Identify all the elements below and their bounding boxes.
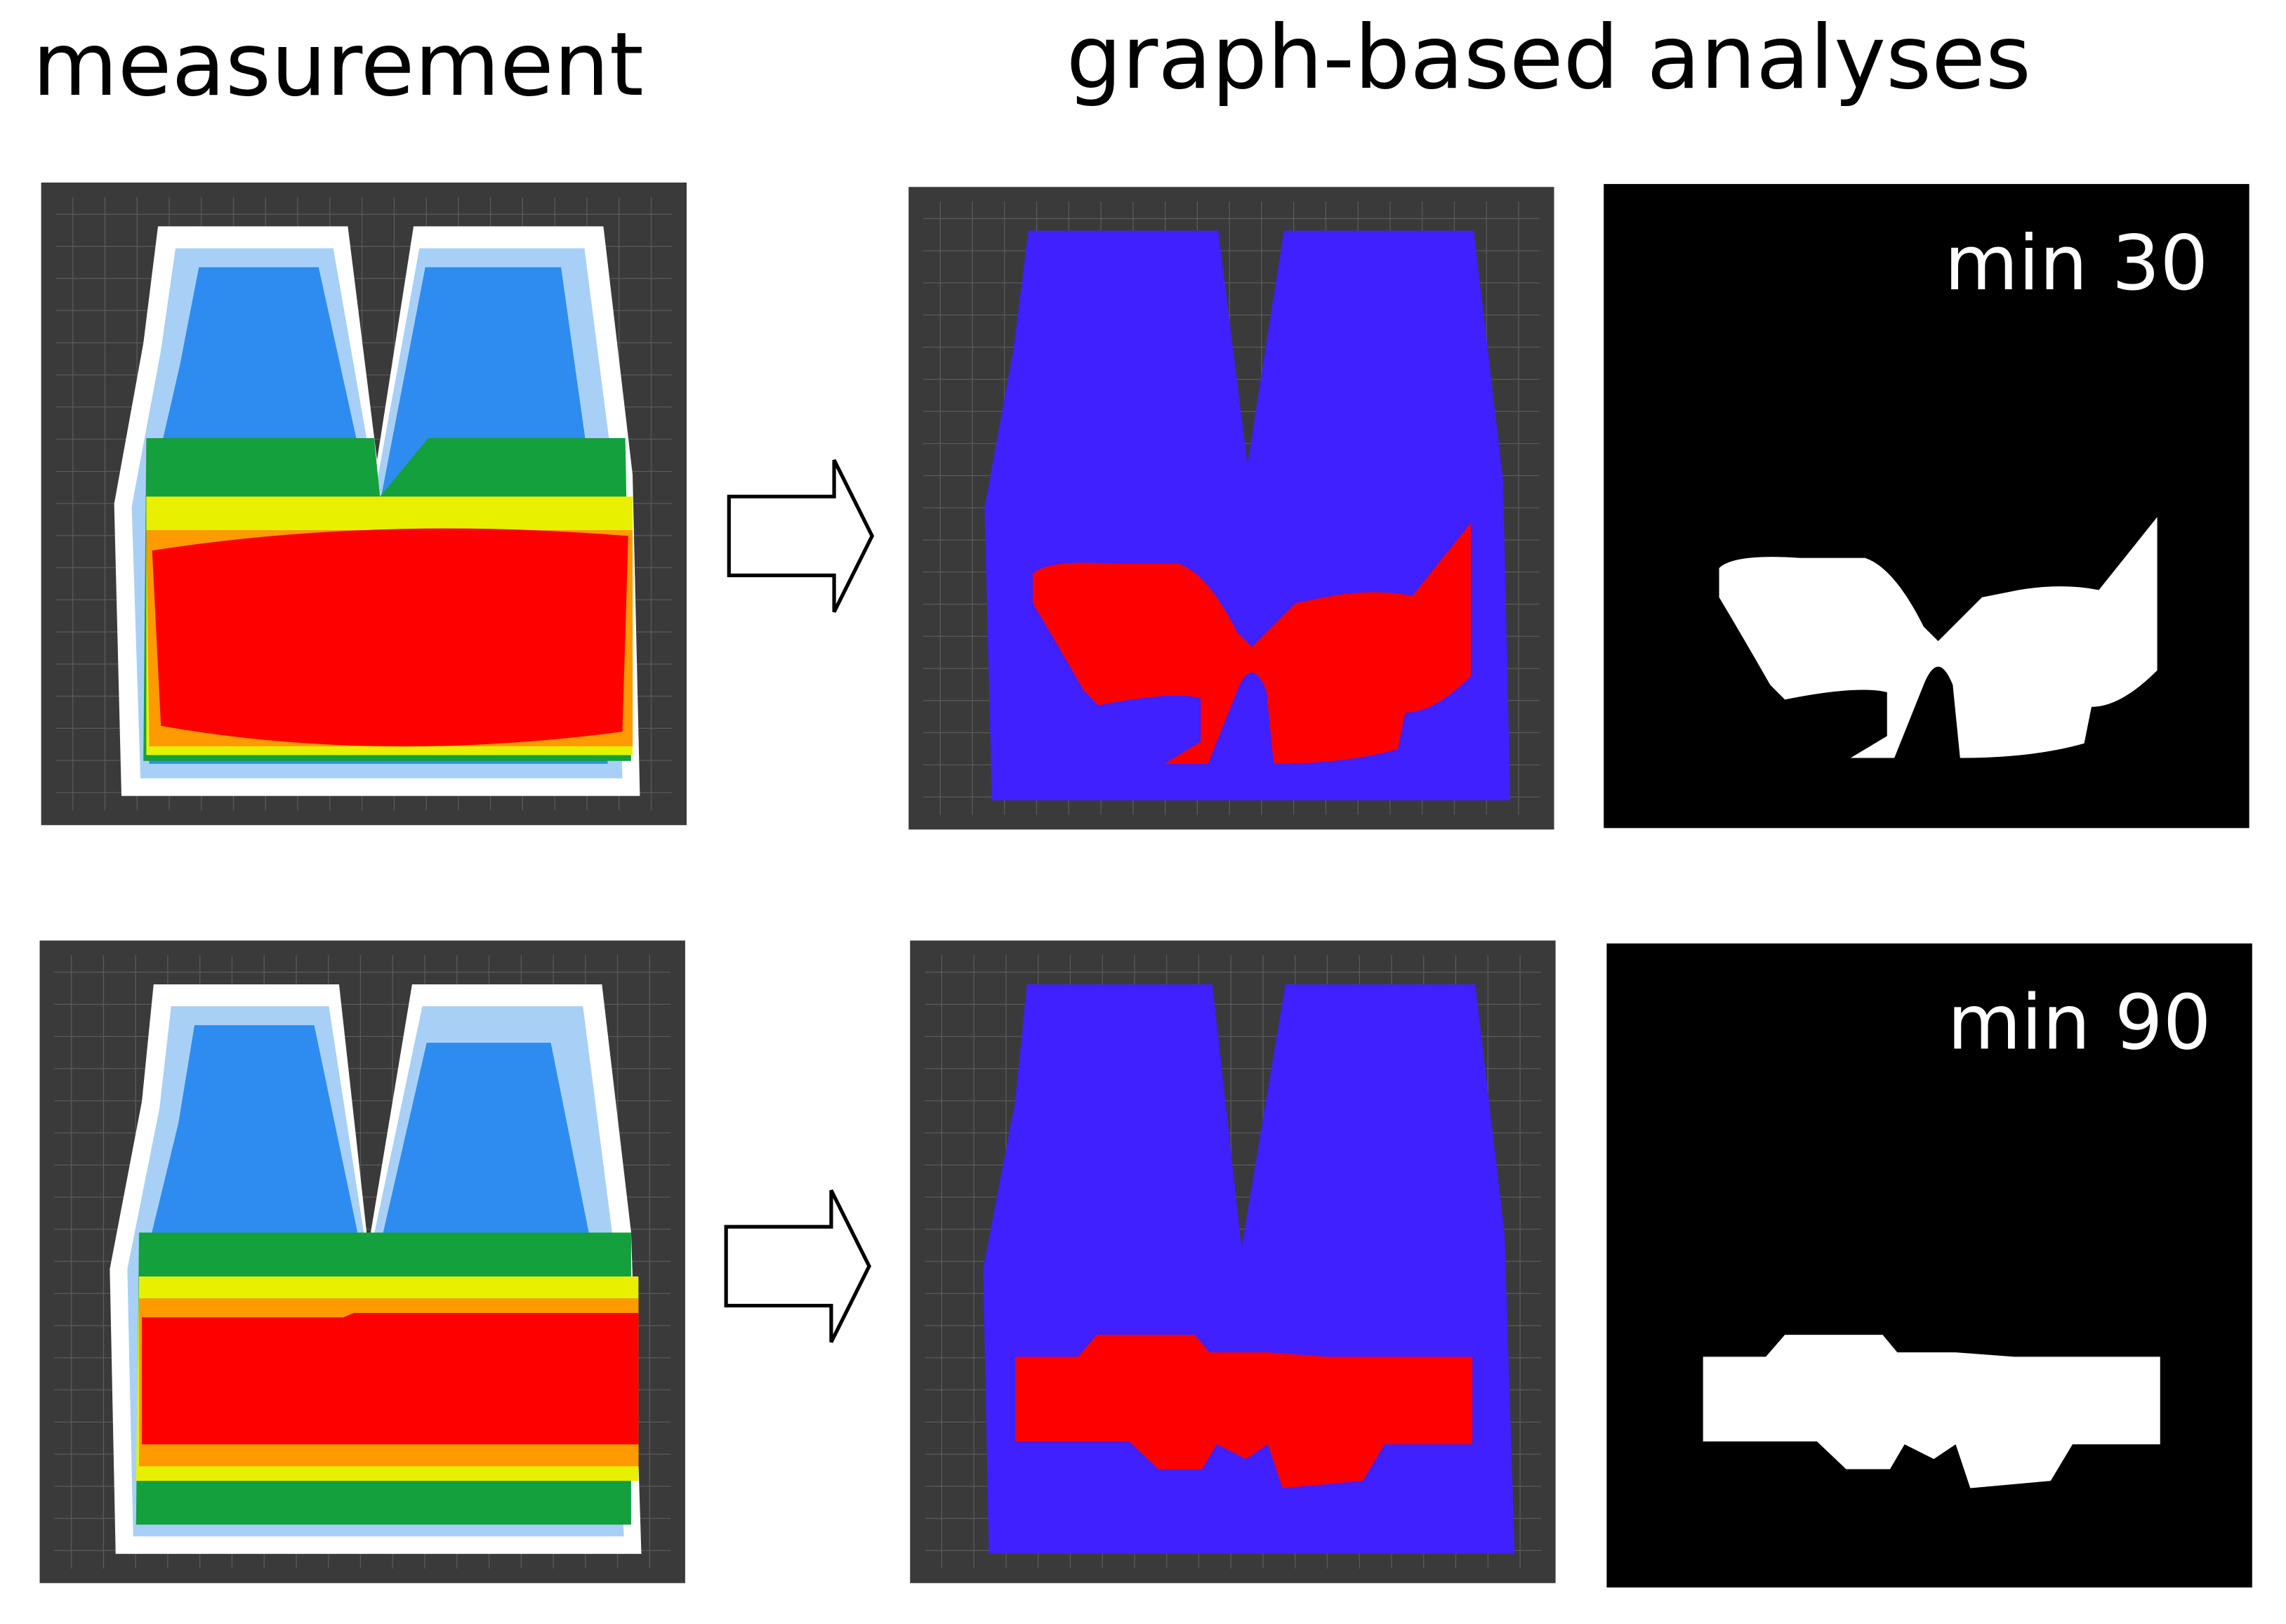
left-header: measurement bbox=[32, 14, 644, 116]
binary-region bbox=[1719, 517, 2158, 758]
black-background bbox=[1606, 943, 2252, 1587]
high-pressure-region bbox=[1032, 522, 1471, 764]
graph-panel bbox=[910, 940, 1556, 1583]
heat-panel bbox=[39, 940, 685, 1583]
high-pressure-region bbox=[1015, 1335, 1473, 1488]
binary-panel: min 30 bbox=[1604, 184, 2249, 828]
black-background bbox=[1604, 184, 2249, 828]
arrow-shape bbox=[724, 1189, 871, 1343]
graph-panel bbox=[909, 187, 1554, 830]
time-label: min 30 bbox=[1944, 219, 2208, 308]
arrow bbox=[727, 459, 875, 613]
pressure-level bbox=[152, 528, 628, 747]
right-header: graph-based analyses bbox=[1066, 7, 2031, 109]
arrow bbox=[724, 1189, 871, 1343]
binary-region bbox=[1703, 1335, 2160, 1488]
arrow-shape bbox=[727, 459, 875, 613]
binary-panel: min 90 bbox=[1606, 943, 2252, 1587]
heat-panel bbox=[41, 183, 687, 826]
time-label: min 90 bbox=[1948, 978, 2212, 1067]
pressure-level bbox=[142, 1312, 639, 1445]
